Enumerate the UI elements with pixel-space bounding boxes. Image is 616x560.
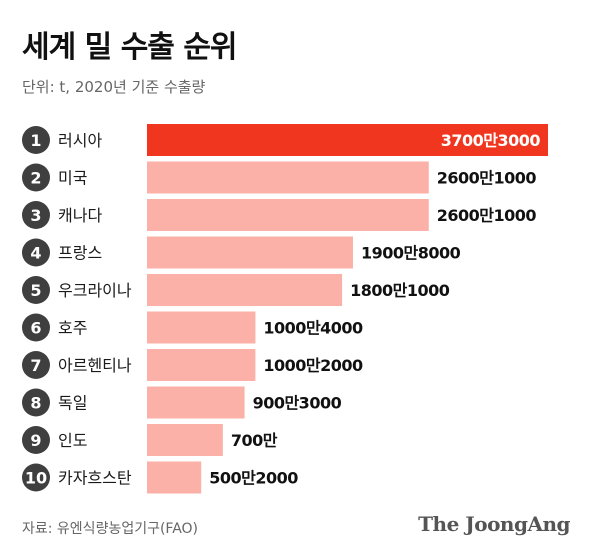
- value-label: 3700만3000: [441, 131, 541, 150]
- value-label: 1000만4000: [263, 319, 363, 338]
- rank-number: 5: [30, 281, 41, 300]
- country-label: 독일: [58, 394, 87, 413]
- rank-number: 2: [30, 169, 41, 188]
- country-label: 캐나다: [58, 206, 102, 225]
- value-label: 2600만1000: [437, 206, 537, 225]
- chart-title: 세계 밀 수출 순위: [22, 30, 238, 65]
- rank-number: 7: [30, 356, 41, 375]
- value-label: 500만2000: [209, 469, 298, 488]
- rank-badge: [22, 388, 50, 417]
- country-label: 아르헨티나: [58, 356, 132, 375]
- rank-badge: [22, 276, 50, 304]
- rank-badge: [22, 163, 50, 192]
- rank-number: 4: [30, 244, 41, 263]
- value-label: 1900만8000: [361, 244, 461, 263]
- bar: [147, 386, 245, 419]
- bar: [147, 124, 548, 156]
- rank-number: 9: [30, 431, 41, 450]
- country-label: 러시아: [58, 131, 102, 150]
- rank-badge: [22, 426, 50, 454]
- rank-badge: [22, 313, 50, 342]
- country-label: 프랑스: [58, 244, 102, 263]
- rank-badge: [22, 201, 50, 229]
- value-label: 900만3000: [253, 394, 342, 413]
- brand-logo: The JoongAng: [418, 512, 570, 536]
- source-note: 자료: 유엔식량농업기구(FAO): [22, 521, 199, 537]
- value-label: 1800만1000: [350, 281, 450, 300]
- country-label: 인도: [58, 431, 87, 450]
- value-label: 2600만1000: [437, 169, 537, 188]
- rank-number: 10: [25, 469, 47, 488]
- rank-badge: [22, 126, 50, 154]
- bar: [147, 349, 256, 381]
- rank-number: 6: [30, 319, 41, 338]
- bar: [147, 161, 429, 194]
- bar: [147, 461, 202, 494]
- bar: [147, 274, 343, 306]
- bar: [147, 311, 256, 344]
- value-label: 700만: [231, 431, 278, 450]
- rank-number: 1: [30, 131, 41, 150]
- country-label: 우크라이나: [58, 281, 132, 300]
- value-label: 1000만2000: [263, 356, 363, 375]
- country-label: 미국: [58, 169, 87, 188]
- rank-number: 3: [30, 206, 41, 225]
- rank-badge: [22, 238, 50, 267]
- rank-number: 8: [30, 394, 41, 413]
- chart-subtitle: 단위: t, 2020년 기준 수출량: [22, 78, 206, 96]
- bar: [147, 424, 223, 456]
- country-label: 카자흐스탄: [58, 469, 132, 488]
- bar: [147, 199, 429, 231]
- country-label: 호주: [58, 319, 87, 338]
- rank-badge: [22, 463, 50, 492]
- rank-badge: [22, 351, 50, 379]
- bar: [147, 236, 353, 269]
